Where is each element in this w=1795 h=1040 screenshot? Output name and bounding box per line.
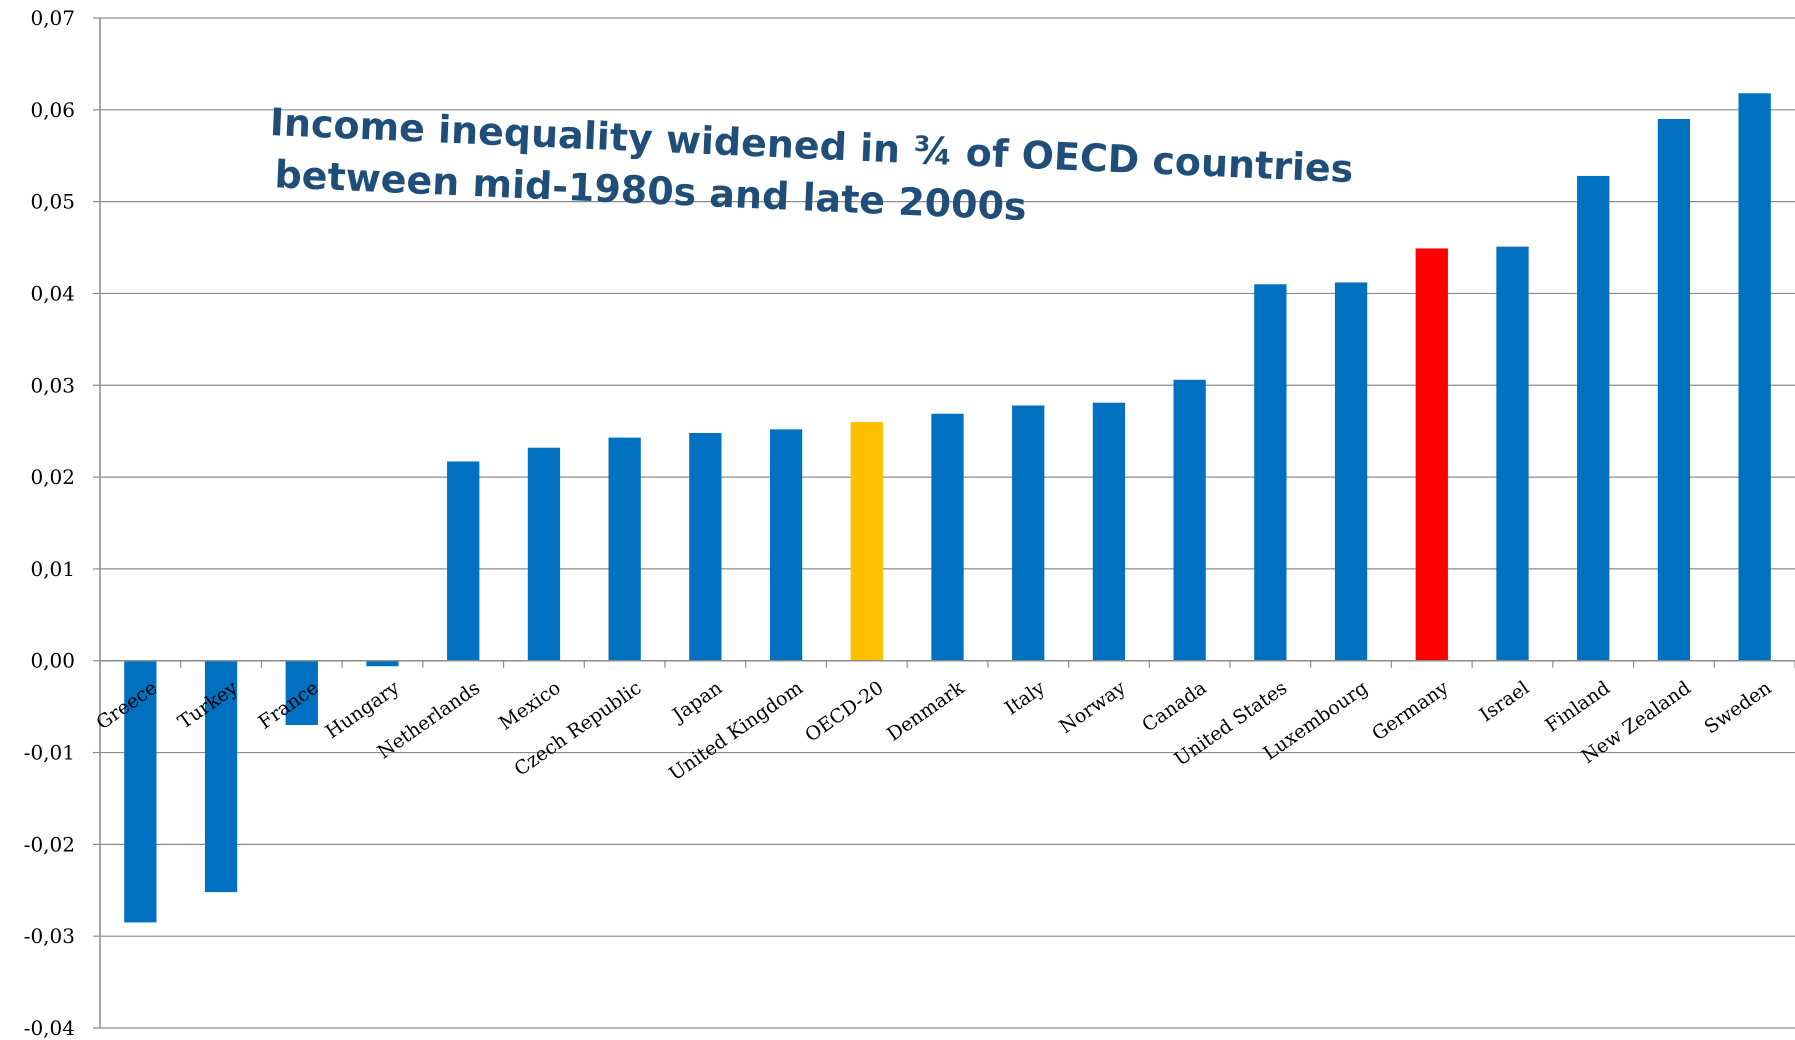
- bar-new-zealand: [1657, 119, 1691, 661]
- category-label: Israel: [1476, 677, 1534, 727]
- bars: [124, 93, 1771, 923]
- bar-japan: [689, 433, 722, 661]
- bar-denmark: [931, 413, 964, 661]
- annotation: Income inequality widened in ¾ of OECD c…: [269, 100, 1354, 229]
- category-label: Mexico: [495, 677, 565, 735]
- y-tick-label: 0,02: [30, 465, 75, 489]
- y-tick-label: 0,04: [30, 281, 75, 305]
- bar-israel: [1496, 246, 1529, 661]
- bar-czech-republic: [608, 437, 641, 661]
- category-label: Sweden: [1700, 677, 1775, 739]
- bar-luxembourg: [1334, 282, 1368, 661]
- bar-finland: [1577, 175, 1610, 661]
- y-tick-label: -0,01: [24, 741, 75, 765]
- y-tick-label: -0,02: [24, 832, 75, 856]
- y-tick-label: -0,03: [24, 924, 75, 948]
- category-label: United Kingdom: [665, 677, 807, 785]
- category-label: Finland: [1541, 677, 1614, 737]
- category-label: Canada: [1138, 677, 1210, 737]
- y-tick-label: 0,00: [30, 649, 75, 673]
- y-tick-labels: 0,07 0,06 0,05 0,04 0,03 0,02 0,01 0,00 -0,01 -0,…: [24, 6, 100, 1040]
- y-tick-label: 0,05: [30, 190, 75, 214]
- bar-norway: [1092, 402, 1126, 661]
- category-label: Norway: [1055, 677, 1130, 738]
- bar-germany: [1415, 248, 1448, 661]
- bar-oecd-20: [850, 422, 883, 661]
- category-label: Denmark: [883, 677, 969, 746]
- category-label: OECD-20: [801, 677, 887, 747]
- bar-netherlands: [447, 461, 480, 661]
- bar-mexico: [527, 447, 561, 661]
- y-tick-label: 0,01: [30, 557, 75, 581]
- bar-hungary: [366, 660, 399, 667]
- y-tick-label: -0,04: [24, 1016, 75, 1040]
- category-label: Italy: [1001, 677, 1049, 720]
- axes: [99, 18, 1795, 1028]
- bar-greece: [124, 660, 157, 923]
- bar-united-kingdom: [769, 429, 803, 661]
- bar-united-states: [1254, 284, 1287, 661]
- bar-canada: [1173, 379, 1206, 661]
- y-tick-label: 0,07: [30, 6, 75, 30]
- bar-sweden: [1738, 93, 1771, 661]
- category-label: Germany: [1368, 677, 1453, 746]
- bar-turkey: [204, 660, 238, 893]
- category-label: Japan: [667, 677, 726, 728]
- y-tick-label: 0,06: [30, 98, 75, 122]
- bar-italy: [1012, 405, 1045, 661]
- bar-france: [285, 660, 318, 725]
- y-tick-label: 0,03: [30, 373, 75, 397]
